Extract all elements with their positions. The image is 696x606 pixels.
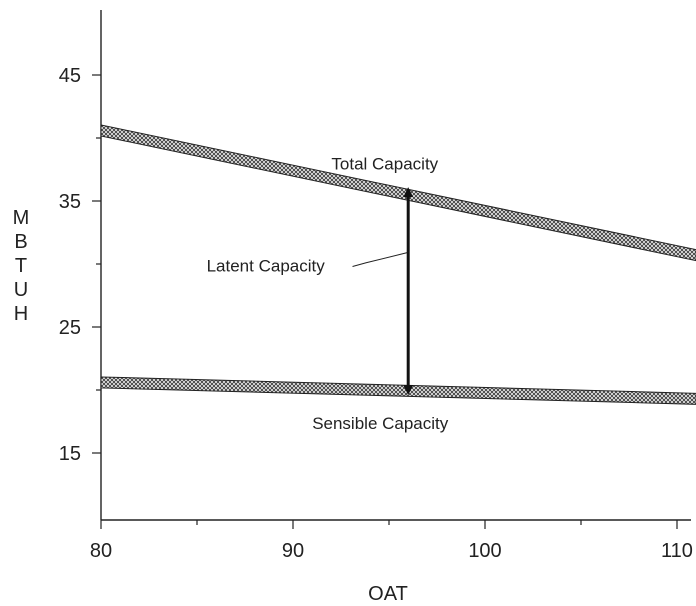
- total-capacity-label: Total Capacity: [331, 155, 438, 174]
- axes: [100, 10, 691, 521]
- y-tick-label-35: 35: [59, 191, 81, 213]
- ticks: 15 25 35 45 80 90 100 110: [59, 65, 693, 562]
- x-tick-label-90: 90: [282, 540, 304, 562]
- y-axis-title-letter: B: [14, 231, 27, 253]
- series-band-sensible-capacity: [100, 376, 696, 405]
- series-group: [100, 124, 696, 405]
- y-tick-label-15: 15: [59, 443, 81, 465]
- x-tick-label-100: 100: [468, 540, 501, 562]
- y-axis-title-letter: M: [13, 207, 30, 229]
- y-tick-label-25: 25: [59, 317, 81, 339]
- y-axis-title-letter: H: [14, 303, 28, 325]
- latent-capacity-leader: [352, 252, 408, 268]
- y-tick-label-45: 45: [59, 65, 81, 87]
- y-axis-title-letter: U: [14, 279, 28, 301]
- sensible-capacity-label: Sensible Capacity: [312, 414, 449, 433]
- latent-capacity-label: Latent Capacity: [207, 257, 326, 276]
- x-axis-title: OAT: [368, 583, 408, 605]
- y-axis-title-letter: T: [15, 255, 27, 277]
- x-tick-label-110: 110: [661, 540, 693, 562]
- series-band-total-capacity: [100, 124, 696, 262]
- x-tick-label-80: 80: [90, 540, 112, 562]
- annotations-group: Total Capacity Sensible Capacity Latent Ca…: [207, 155, 449, 434]
